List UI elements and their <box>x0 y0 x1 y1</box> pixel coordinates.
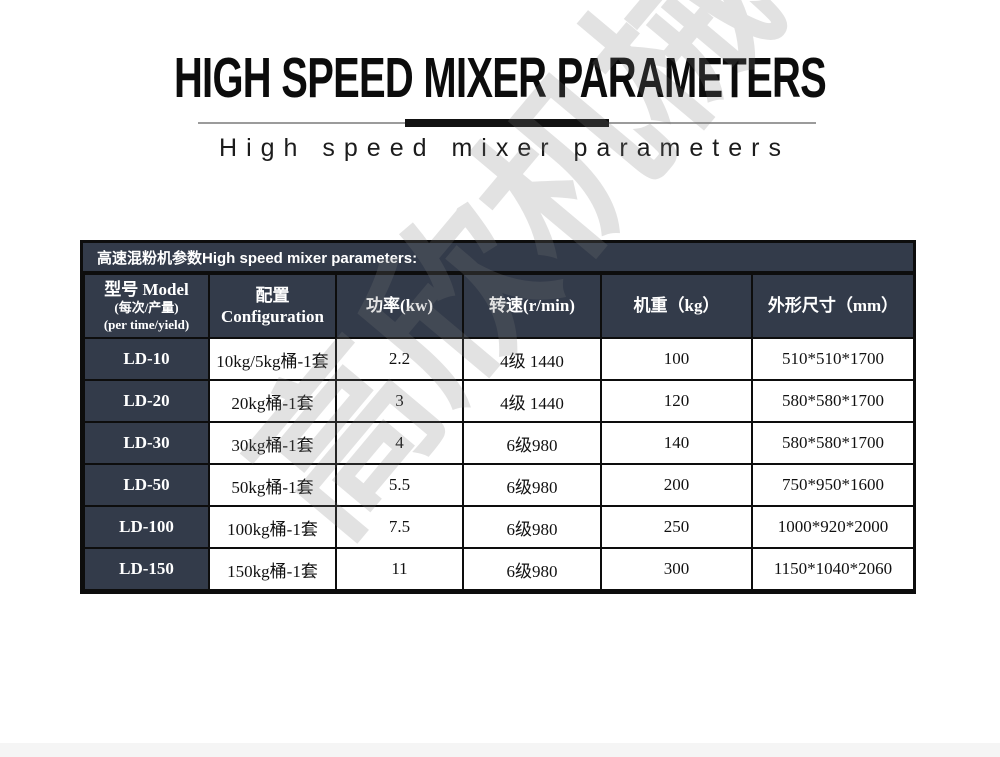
model-cell: LD-30 <box>83 421 210 465</box>
configuration-cell: 100kg桶-1套 <box>208 505 337 549</box>
power-cell: 5.5 <box>335 463 464 507</box>
title-divider <box>198 119 816 127</box>
dimensions-cell: 510*510*1700 <box>751 337 915 381</box>
col-header-model: 型号 Model (每次/产量) (per time/yield) <box>83 273 210 339</box>
col-header-line: 功率(kw) <box>365 296 434 316</box>
bottom-strip <box>0 743 1000 757</box>
configuration-cell: 20kg桶-1套 <box>208 379 337 423</box>
configuration-cell: 150kg桶-1套 <box>208 547 337 591</box>
col-header-dimensions: 外形尺寸（mm） <box>751 273 915 339</box>
speed-cell: 6级980 <box>462 547 602 591</box>
speed-cell: 6级980 <box>462 421 602 465</box>
model-cell: LD-150 <box>83 547 210 591</box>
col-header-line: 外形尺寸（mm） <box>767 296 899 316</box>
table-row: LD-20 20kg桶-1套 3 4级 1440 120 580*580*170… <box>83 379 915 423</box>
power-cell: 2.2 <box>335 337 464 381</box>
col-header-line: 型号 Model <box>104 280 189 300</box>
weight-cell: 300 <box>600 547 753 591</box>
dimensions-cell: 580*580*1700 <box>751 379 915 423</box>
col-header-line: (per time/yield) <box>103 316 190 332</box>
model-cell: LD-100 <box>83 505 210 549</box>
model-cell: LD-50 <box>83 463 210 507</box>
dimensions-cell: 1150*1040*2060 <box>751 547 915 591</box>
speed-cell: 6级980 <box>462 505 602 549</box>
table-row: LD-100 100kg桶-1套 7.5 6级980 250 1000*920*… <box>83 505 915 549</box>
dimensions-cell: 580*580*1700 <box>751 421 915 465</box>
col-header-line: 配置 <box>255 285 290 305</box>
weight-cell: 100 <box>600 337 753 381</box>
weight-cell: 250 <box>600 505 753 549</box>
configuration-cell: 50kg桶-1套 <box>208 463 337 507</box>
speed-cell: 6级980 <box>462 463 602 507</box>
header-row: 型号 Model (每次/产量) (per time/yield) 配置 Con… <box>83 273 915 339</box>
table-caption: 高速混粉机参数High speed mixer parameters: <box>83 243 913 273</box>
table-row: LD-50 50kg桶-1套 5.5 6级980 200 750*950*160… <box>83 463 915 507</box>
model-cell: LD-20 <box>83 379 210 423</box>
speed-cell: 4级 1440 <box>462 379 602 423</box>
configuration-cell: 10kg/5kg桶-1套 <box>208 337 337 381</box>
speed-cell: 4级 1440 <box>462 337 602 381</box>
table-body: LD-10 10kg/5kg桶-1套 2.2 4级 1440 100 510*5… <box>83 337 915 591</box>
spec-table: 型号 Model (每次/产量) (per time/yield) 配置 Con… <box>83 273 915 591</box>
col-header-line: (每次/产量) <box>114 300 179 316</box>
col-header-line: 机重（kg） <box>633 296 720 316</box>
table-row: LD-150 150kg桶-1套 11 6级980 300 1150*1040*… <box>83 547 915 591</box>
weight-cell: 200 <box>600 463 753 507</box>
spec-table-container: 高速混粉机参数High speed mixer parameters: 型号 M… <box>80 240 916 594</box>
page-title: HIGH SPEED MIXER PARAMETERS <box>173 46 827 110</box>
power-cell: 7.5 <box>335 505 464 549</box>
col-header-line: Configuration <box>221 307 324 326</box>
table-row: LD-30 30kg桶-1套 4 6级980 140 580*580*1700 <box>83 421 915 465</box>
power-cell: 11 <box>335 547 464 591</box>
col-header-line: 转速(r/min) <box>489 296 575 316</box>
configuration-cell: 30kg桶-1套 <box>208 421 337 465</box>
table-row: LD-10 10kg/5kg桶-1套 2.2 4级 1440 100 510*5… <box>83 337 915 381</box>
weight-cell: 140 <box>600 421 753 465</box>
divider-thick-line <box>405 119 609 127</box>
power-cell: 4 <box>335 421 464 465</box>
dimensions-cell: 1000*920*2000 <box>751 505 915 549</box>
col-header-weight: 机重（kg） <box>600 273 753 339</box>
col-header-power: 功率(kw) <box>335 273 464 339</box>
weight-cell: 120 <box>600 379 753 423</box>
model-cell: LD-10 <box>83 337 210 381</box>
power-cell: 3 <box>335 379 464 423</box>
table-header: 型号 Model (每次/产量) (per time/yield) 配置 Con… <box>83 273 915 339</box>
col-header-speed: 转速(r/min) <box>462 273 602 339</box>
dimensions-cell: 750*950*1600 <box>751 463 915 507</box>
col-header-configuration: 配置 Configuration <box>208 273 337 339</box>
page-subtitle: High speed mixer parameters <box>219 134 790 162</box>
